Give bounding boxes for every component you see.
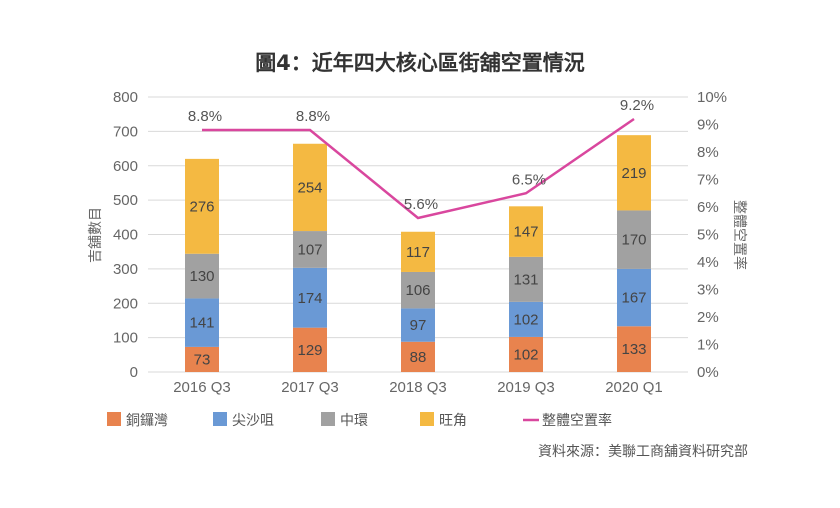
bar-segment (401, 271, 435, 309)
left-axis-ticks: 0 100 200 300 400 500 600 700 800 (113, 89, 138, 381)
legend-swatch (420, 412, 434, 426)
x-tick-label: 2017 Q3 (281, 379, 339, 396)
bar-data-label: 73 (194, 351, 211, 368)
bar-segment (293, 231, 327, 268)
bar-segment (401, 308, 435, 342)
bar-data-label: 219 (621, 165, 646, 182)
x-tick-label: 2019 Q3 (497, 379, 555, 396)
left-axis-title: 吉舖數目 (88, 207, 104, 263)
legend: 銅鑼灣 尖沙咀 中環 旺角 整體空置率 (107, 412, 612, 429)
y-tick-label: 200 (113, 295, 138, 312)
chart-title: 圖4：近年四大核心區街舖空置情況 (255, 51, 585, 75)
y2-tick-label: 3% (697, 282, 719, 299)
bar-data-label: 117 (406, 244, 430, 261)
bar-segment (617, 268, 651, 327)
legend-label: 整體空置率 (542, 412, 612, 429)
bar-data-label: 276 (189, 198, 214, 215)
bar-data-label: 174 (297, 290, 322, 307)
bar-data-label: 141 (189, 315, 214, 332)
line-data-label: 6.5% (512, 171, 546, 188)
y-tick-label: 800 (113, 89, 138, 106)
y2-tick-label: 7% (697, 172, 719, 189)
y2-tick-label: 9% (697, 117, 719, 134)
line-data-label: 8.8% (188, 108, 222, 125)
legend-label: 旺角 (439, 413, 467, 429)
bar-segment (293, 327, 327, 372)
y-tick-label: 700 (113, 123, 138, 140)
legend-swatch (213, 412, 227, 426)
x-tick-label: 2016 Q3 (173, 379, 231, 396)
y2-tick-label: 5% (697, 227, 719, 244)
legend-label: 中環 (340, 413, 368, 429)
vacancy-rate-line (202, 117, 635, 220)
line-data-label: 5.6% (404, 196, 438, 213)
bar-segment (293, 267, 327, 328)
bar-segment (401, 231, 435, 272)
right-axis-title: 整體空置率 (731, 200, 748, 270)
x-tick-label: 2020 Q1 (605, 379, 663, 396)
bar-segment (293, 143, 327, 232)
bar-data-label: 102 (513, 311, 538, 328)
bar-segment (509, 336, 543, 372)
bar-data-label: 106 (405, 282, 430, 299)
bar-segment (617, 135, 651, 211)
bar-data-label: 254 (297, 179, 322, 196)
legend-swatch (107, 412, 121, 426)
y-tick-label: 0 (130, 364, 138, 381)
right-axis-ticks: 0% 1% 2% 3% 4% 5% 6% 7% 8% 9% 10% (697, 89, 727, 381)
bar-data-label: 107 (297, 241, 322, 258)
y2-tick-label: 8% (697, 144, 719, 161)
y2-tick-label: 2% (697, 309, 719, 326)
bar-data-label: 129 (297, 342, 322, 359)
bar-segment (185, 346, 219, 372)
y2-tick-label: 0% (697, 364, 719, 381)
y-tick-label: 600 (113, 158, 138, 175)
bar-segment (401, 341, 435, 372)
y2-tick-label: 1% (697, 337, 719, 354)
bar-data-label: 88 (410, 349, 427, 366)
bar-data-label: 133 (621, 341, 646, 358)
bar-data-label: 97 (410, 317, 427, 334)
y2-tick-label: 4% (697, 254, 719, 271)
bar-data-label: 102 (513, 346, 538, 363)
x-axis-ticks: 2016 Q3 2017 Q3 2018 Q3 2019 Q3 2020 Q1 (173, 379, 663, 396)
legend-swatch (321, 412, 335, 426)
bar-data-label: 147 (513, 224, 538, 241)
legend-label: 銅鑼灣 (126, 413, 168, 429)
bar-data-label: 167 (621, 290, 646, 307)
bar-segment (509, 206, 543, 257)
bar-segment (617, 210, 651, 269)
y2-tick-label: 6% (697, 199, 719, 216)
y-tick-label: 100 (113, 330, 138, 347)
line-data-label: 8.8% (296, 108, 330, 125)
bar-data-label: 170 (621, 232, 646, 249)
y-tick-label: 400 (113, 227, 138, 244)
y2-tick-label: 10% (697, 89, 727, 106)
bar-segment (185, 298, 219, 347)
y-tick-label: 300 (113, 261, 138, 278)
bars: 73 141 130 276 129 174 107 254 88 97 106 117 102 102 1… (185, 135, 651, 372)
vacancy-line: 8.8% 8.8% 5.6% 6.5% 9.2% (188, 97, 654, 220)
bar-segment (185, 158, 219, 254)
bar-data-label: 130 (189, 268, 214, 285)
legend-label: 尖沙咀 (232, 413, 274, 429)
bar-segment (617, 326, 651, 372)
source-note: 資料來源：美聯工商舖資料研究部 (538, 444, 748, 460)
bar-segment (185, 253, 219, 299)
bar-data-label: 131 (513, 271, 538, 288)
y-tick-label: 500 (113, 192, 138, 209)
x-tick-label: 2018 Q3 (389, 379, 447, 396)
bar-segment (509, 301, 543, 337)
line-data-label: 9.2% (620, 97, 654, 114)
bar-segment (509, 256, 543, 302)
